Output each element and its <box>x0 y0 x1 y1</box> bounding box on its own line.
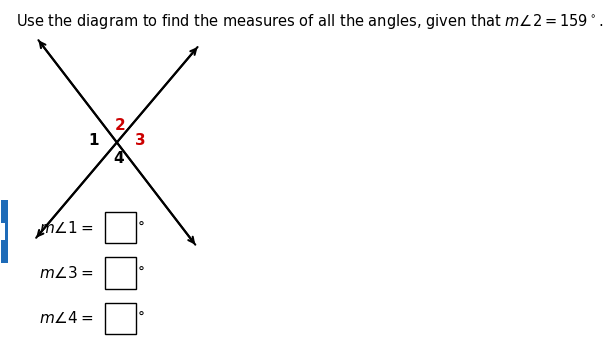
Text: $m\angle1 =$: $m\angle1 =$ <box>39 220 93 236</box>
Text: 4: 4 <box>114 151 124 166</box>
Text: 2: 2 <box>115 118 125 133</box>
FancyBboxPatch shape <box>1 223 5 240</box>
Text: $m\angle3 =$: $m\angle3 =$ <box>39 265 93 281</box>
FancyBboxPatch shape <box>105 303 136 334</box>
FancyBboxPatch shape <box>105 257 136 289</box>
Text: °: ° <box>138 311 145 325</box>
FancyBboxPatch shape <box>1 200 8 263</box>
Text: $m\angle4 =$: $m\angle4 =$ <box>39 310 93 326</box>
Text: Use the diagram to find the measures of all the angles, given that $m\angle2 = 1: Use the diagram to find the measures of … <box>16 12 603 31</box>
Text: 1: 1 <box>88 133 99 148</box>
Text: 3: 3 <box>135 133 145 148</box>
FancyBboxPatch shape <box>105 212 136 243</box>
Text: °: ° <box>138 266 145 280</box>
Text: °: ° <box>138 221 145 235</box>
